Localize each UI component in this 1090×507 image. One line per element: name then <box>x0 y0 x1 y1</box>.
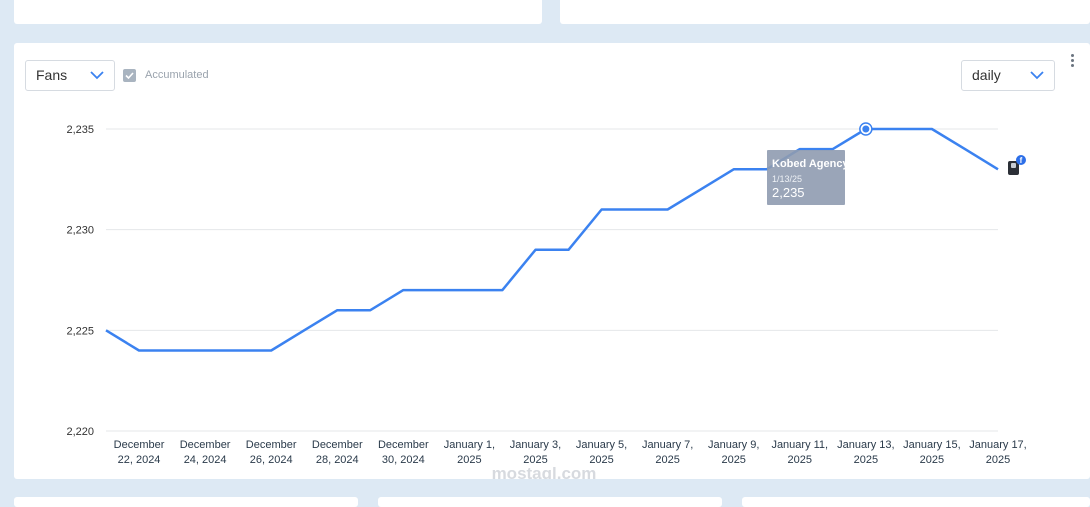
period-select-value: daily <box>972 67 1001 83</box>
y-tick-label: 2,235 <box>66 124 94 136</box>
more-options-icon[interactable] <box>1067 54 1077 70</box>
x-tick-label: December 26, 2024 <box>246 439 297 466</box>
series-line <box>105 127 999 352</box>
bottom-card-3 <box>742 497 1090 507</box>
x-tick-label: December 24, 2024 <box>180 439 231 466</box>
watermark: mostaql.com <box>492 464 597 479</box>
x-tick-label: January 11, 2025 <box>771 439 828 466</box>
x-tick-label: December 22, 2024 <box>114 439 165 466</box>
x-tick-label: January 3, 2025 <box>510 439 561 466</box>
tooltip-name: Kobed Agency <box>772 158 849 170</box>
accumulated-checkbox[interactable] <box>123 69 136 82</box>
bottom-card-1 <box>14 497 358 507</box>
x-tick-label: January 5, 2025 <box>576 439 627 466</box>
metric-select[interactable]: Fans <box>25 60 115 91</box>
top-right-card <box>560 0 1090 24</box>
line-chart: 2,220 2,225 2,230 2,235 December 22, 2024 Dec… <box>66 122 1027 479</box>
x-tick-label: January 1, 2025 <box>444 439 495 466</box>
highlight-point[interactable] <box>862 125 870 133</box>
x-tick-label: December 28, 2024 <box>312 439 363 466</box>
y-tick-label: 2,225 <box>66 325 94 337</box>
check-icon <box>125 72 134 80</box>
fans-chart-card: Fans Accumulated daily 2,220 2,225 2,230 2,… <box>14 43 1090 479</box>
tooltip-value: 2,235 <box>772 185 805 200</box>
x-tick-label: January 15, 2025 <box>903 439 960 466</box>
x-tick-label: January 17, 2025 <box>969 439 1026 466</box>
facebook-icon <box>1016 155 1026 165</box>
page-avatar[interactable]: f <box>1008 155 1026 175</box>
watermark-latin: mostaql.com <box>492 464 597 479</box>
tooltip-date: 1/13/25 <box>772 174 802 184</box>
x-tick-label: January 13, 2025 <box>837 439 894 466</box>
x-tick-label: December 30, 2024 <box>378 439 429 466</box>
metric-select-value: Fans <box>36 67 68 83</box>
bottom-card-2 <box>378 497 722 507</box>
x-tick-label: January 7, 2025 <box>642 439 693 466</box>
x-tick-label: January 9, 2025 <box>708 439 759 466</box>
tooltip: Kobed Agency 1/13/25 2,235 <box>767 150 849 205</box>
chevron-down-icon <box>1030 71 1044 80</box>
y-tick-label: 2,230 <box>66 225 94 237</box>
y-tick-label: 2,220 <box>66 426 94 438</box>
accumulated-label: Accumulated <box>145 69 209 81</box>
top-left-card <box>14 0 542 24</box>
period-select[interactable]: daily <box>961 60 1055 91</box>
svg-text:f: f <box>1020 156 1023 165</box>
chevron-down-icon <box>90 71 104 80</box>
